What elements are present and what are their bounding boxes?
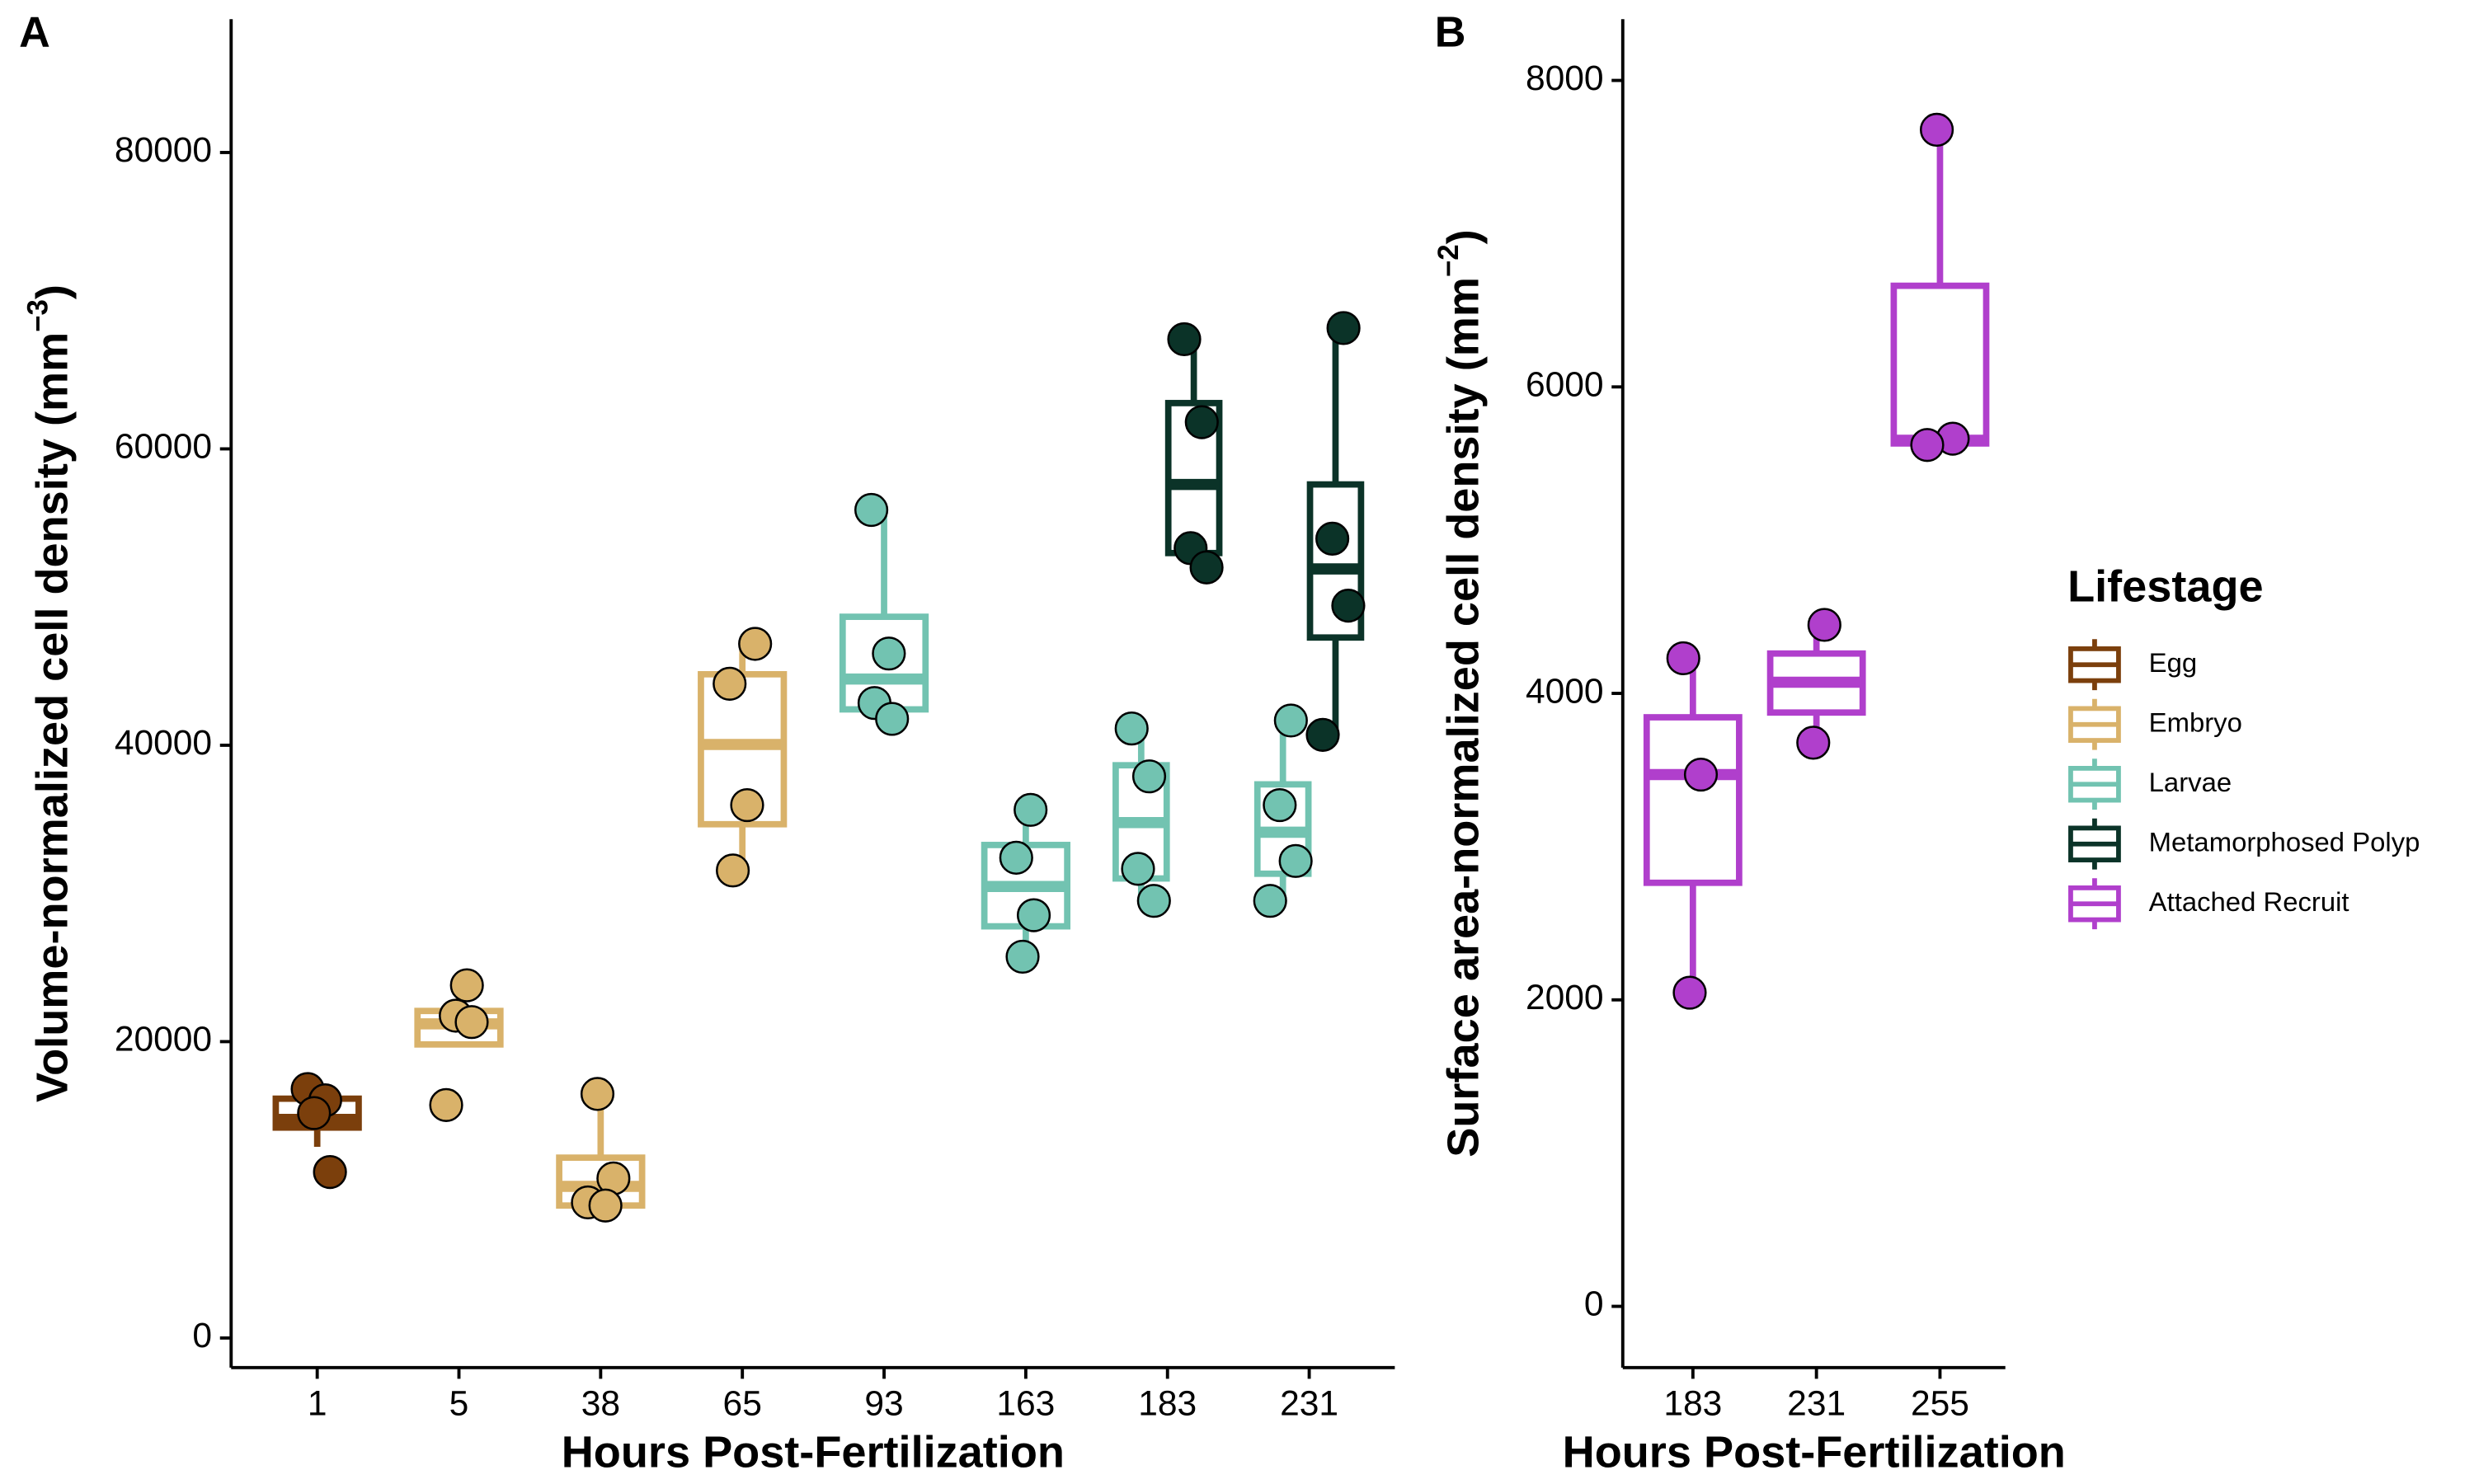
data-point — [1326, 311, 1361, 345]
data-point — [1263, 787, 1297, 823]
data-point — [588, 1188, 623, 1223]
x-tick-label: 65 — [723, 1383, 762, 1423]
panel-label: B — [1435, 8, 1466, 56]
data-point — [1131, 759, 1167, 794]
data-point — [1136, 884, 1171, 918]
data-point — [297, 1096, 332, 1130]
data-point — [1114, 711, 1149, 746]
y-tick-label: 2000 — [1526, 978, 1604, 1017]
data-point — [875, 702, 910, 736]
data-point — [580, 1077, 615, 1111]
data-point — [1807, 608, 1841, 642]
y-tick-label: 0 — [1584, 1284, 1604, 1324]
y-axis-title-text: Volume-normalized cell density (mm — [28, 332, 78, 1102]
x-tick-label: 183 — [1138, 1383, 1197, 1423]
x-tick-label: 231 — [1280, 1383, 1338, 1423]
x-tick-label: 183 — [1663, 1383, 1722, 1423]
data-point — [854, 492, 889, 528]
y-axis-title-sup: −3 — [23, 299, 54, 332]
data-point — [1331, 589, 1366, 623]
x-tick-label: 5 — [449, 1383, 469, 1423]
x-tick-label: 163 — [996, 1383, 1055, 1423]
x-tick-label: 38 — [581, 1383, 620, 1423]
x-axis-title: Hours Post-Fertilization — [562, 1427, 1065, 1477]
y-tick-label: 6000 — [1526, 365, 1604, 405]
data-point — [1121, 852, 1155, 886]
legend-title: Lifestage — [2067, 562, 2264, 612]
data-point — [1273, 703, 1308, 738]
y-tick-label: 0 — [192, 1316, 212, 1355]
data-point — [429, 1087, 463, 1122]
data-point — [1167, 322, 1202, 357]
x-tick-label: 1 — [308, 1383, 327, 1423]
data-point — [1016, 898, 1051, 932]
legend-label: Larvae — [2149, 767, 2232, 797]
x-tick-label: 255 — [1911, 1383, 1969, 1423]
box — [1890, 282, 1990, 447]
y-tick-label: 40000 — [115, 723, 212, 763]
data-point — [1672, 975, 1707, 1010]
data-point — [1305, 717, 1340, 752]
legend-label: Metamorphosed Polyp — [2149, 826, 2420, 857]
data-point — [1278, 843, 1313, 878]
y-axis-title-sup: −2 — [1433, 244, 1465, 277]
data-point — [1910, 428, 1945, 463]
y-axis-title-suffix: ) — [28, 284, 78, 299]
data-point — [730, 787, 764, 823]
x-tick-label: 93 — [864, 1383, 903, 1423]
data-point — [1796, 726, 1831, 760]
data-point — [872, 636, 906, 671]
data-point — [1683, 757, 1719, 792]
data-point — [449, 968, 484, 1003]
data-point — [713, 666, 747, 701]
y-axis-title: Surface area-normalized cell density (mm… — [1433, 229, 1488, 1157]
x-tick-label: 231 — [1787, 1383, 1846, 1423]
legend-label: Attached Recruit — [2149, 886, 2349, 917]
data-point — [1666, 641, 1700, 676]
panel-label: A — [19, 8, 50, 56]
y-tick-label: 20000 — [115, 1020, 212, 1059]
y-tick-label: 8000 — [1526, 59, 1604, 98]
legend-label: Embryo — [2149, 707, 2242, 737]
y-axis-title-text: Surface area-normalized cell density (mm — [1439, 277, 1489, 1158]
data-point — [1315, 521, 1350, 556]
data-point — [1919, 112, 1954, 147]
y-tick-label: 80000 — [115, 130, 212, 170]
x-axis-title: Hours Post-Fertilization — [1563, 1427, 2066, 1477]
y-axis-title-suffix: ) — [1439, 229, 1489, 244]
data-point — [1189, 550, 1224, 585]
data-point — [1253, 884, 1287, 918]
y-axis-title: Volume-normalized cell density (mm−3) — [23, 284, 78, 1102]
data-point — [999, 840, 1033, 875]
data-point — [1005, 939, 1040, 974]
data-point — [1014, 792, 1048, 827]
data-point — [454, 1005, 489, 1040]
data-point — [313, 1155, 347, 1190]
data-point — [1184, 405, 1219, 439]
box — [1643, 714, 1743, 886]
data-point — [716, 853, 750, 888]
y-tick-label: 4000 — [1526, 671, 1604, 711]
data-point — [738, 627, 773, 661]
y-tick-label: 60000 — [115, 427, 212, 467]
legend-label: Egg — [2149, 647, 2197, 678]
